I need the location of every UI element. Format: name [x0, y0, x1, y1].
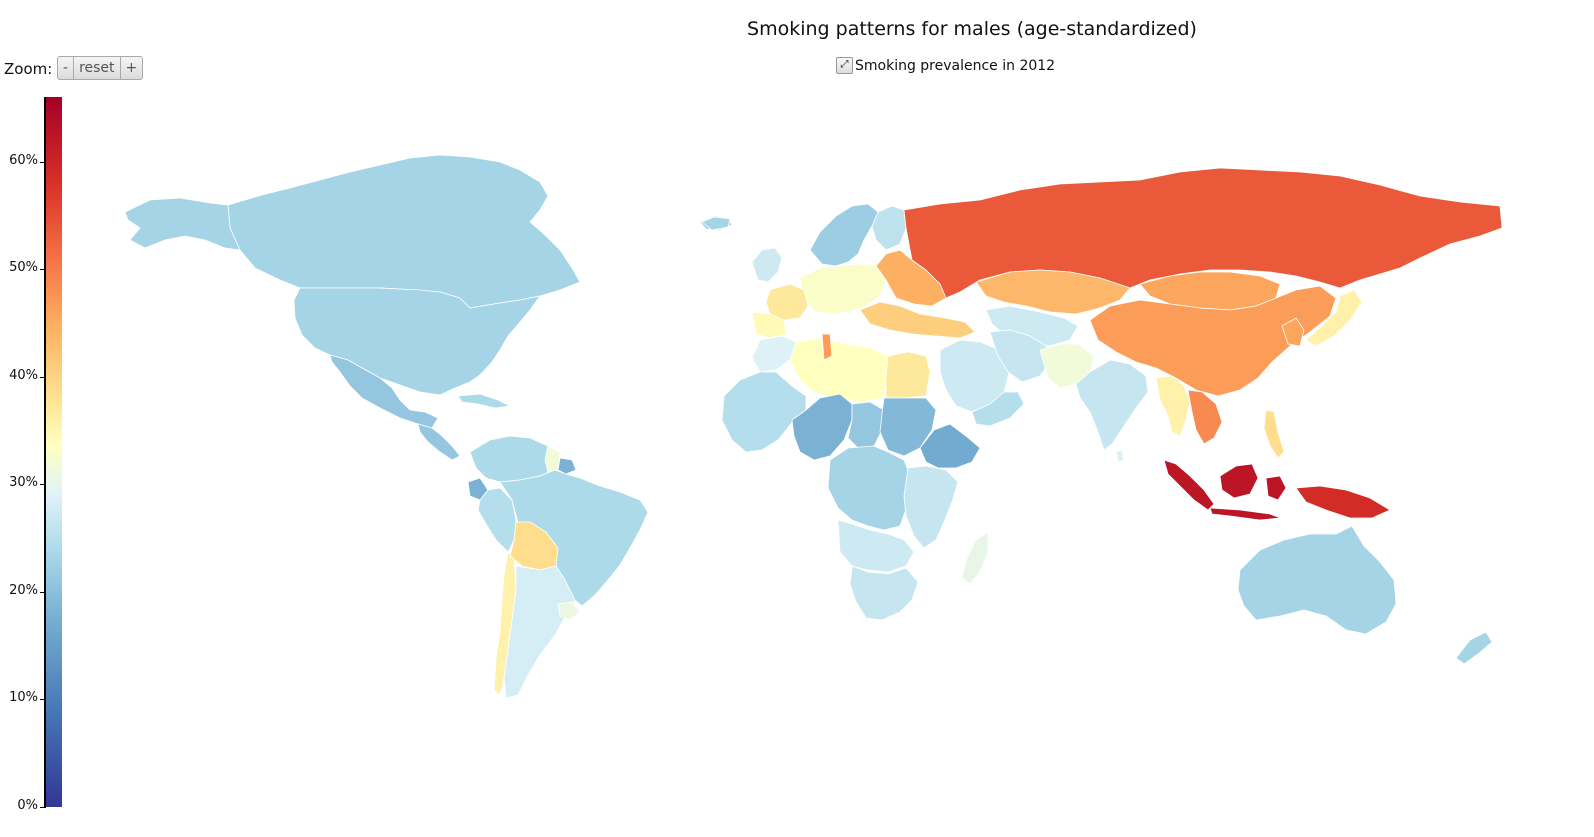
region-madagascar[interactable]	[961, 531, 989, 585]
region-central-africa[interactable]	[827, 445, 913, 531]
region-iceland[interactable]	[701, 216, 731, 231]
region-kazakhstan[interactable]	[975, 269, 1131, 315]
region-alaska[interactable]	[124, 197, 241, 251]
legend-tick-mark	[40, 484, 46, 486]
legend-tick: 40%	[0, 368, 48, 393]
subtitle: ⤢ Smoking prevalence in 2012	[836, 56, 1056, 74]
zoom-out-button[interactable]: -	[58, 57, 75, 79]
region-vietnam-laos[interactable]	[1187, 389, 1223, 445]
region-russia[interactable]	[903, 167, 1503, 299]
legend-tick-label: 30%	[9, 475, 38, 491]
region-morocco[interactable]	[751, 335, 797, 373]
region-philippines[interactable]	[1263, 409, 1285, 459]
legend-tick: 20%	[0, 583, 48, 608]
region-southern-africa[interactable]	[849, 565, 919, 621]
region-japan[interactable]	[1305, 289, 1363, 347]
legend-tick-mark	[40, 269, 46, 271]
legend-color-bar	[46, 97, 62, 807]
region-usa[interactable]	[293, 287, 541, 396]
legend-tick-label: 40%	[9, 367, 38, 383]
region-myanmar-thailand[interactable]	[1155, 375, 1191, 437]
region-chad[interactable]	[847, 401, 885, 449]
expand-icon[interactable]: ⤢	[836, 56, 853, 74]
zoom-in-button[interactable]: +	[121, 57, 143, 79]
region-australia[interactable]	[1237, 525, 1397, 635]
legend-tick-mark	[40, 161, 46, 163]
region-spain[interactable]	[765, 283, 809, 321]
legend-tick-label: 60%	[9, 152, 38, 168]
region-mexico[interactable]	[329, 354, 439, 429]
region-east-africa[interactable]	[903, 465, 959, 549]
legend-tick-mark	[40, 376, 46, 378]
region-west-africa[interactable]	[721, 371, 807, 453]
region-tunisia[interactable]	[821, 333, 833, 361]
region-sri-lanka[interactable]	[1115, 449, 1125, 463]
region-finland[interactable]	[871, 205, 907, 251]
legend-axis	[44, 97, 46, 807]
region-libya-algeria[interactable]	[789, 337, 889, 403]
region-china[interactable]	[1089, 285, 1337, 397]
legend-tick: 0%	[0, 798, 48, 823]
region-suriname[interactable]	[557, 457, 577, 475]
legend-tick-label: 10%	[9, 690, 38, 706]
region-cuba[interactable]	[457, 393, 511, 409]
legend-tick: 30%	[0, 475, 48, 500]
region-ethiopia[interactable]	[919, 423, 981, 469]
subtitle-text: Smoking prevalence in 2012	[855, 58, 1056, 74]
region-angola-zambia[interactable]	[837, 519, 915, 573]
legend-tick-label: 20%	[9, 582, 38, 598]
region-uk[interactable]	[751, 247, 783, 283]
region-borneo[interactable]	[1219, 463, 1287, 501]
region-western-europe[interactable]	[799, 263, 887, 315]
region-central-america[interactable]	[417, 423, 461, 461]
region-guiana[interactable]	[544, 445, 561, 473]
legend-tick-label: 0%	[17, 798, 38, 813]
region-oman-yemen[interactable]	[971, 391, 1025, 427]
region-bolivia[interactable]	[509, 521, 559, 571]
region-canada[interactable]	[227, 154, 581, 309]
region-niger-nigeria[interactable]	[791, 393, 853, 461]
region-korea[interactable]	[1281, 317, 1305, 347]
zoom-label: Zoom:	[4, 60, 53, 78]
legend-tick-mark	[40, 807, 46, 808]
legend-tick: 60%	[0, 153, 48, 178]
legend-tick-mark	[40, 699, 46, 701]
region-new-zealand[interactable]	[1455, 631, 1493, 665]
region-india[interactable]	[1075, 359, 1149, 451]
zoom-controls: - reset +	[57, 56, 144, 80]
region-uruguay[interactable]	[557, 601, 581, 621]
region-scandinavia[interactable]	[809, 203, 879, 267]
region-iberia[interactable]	[751, 311, 787, 339]
region-iran[interactable]	[989, 329, 1051, 383]
zoom-reset-button[interactable]: reset	[74, 57, 121, 79]
legend-tick: 50%	[0, 260, 48, 285]
region-argentina[interactable]	[503, 565, 576, 699]
region-egypt[interactable]	[885, 351, 931, 399]
legend-tick-label: 50%	[9, 260, 38, 276]
legend-tick-mark	[40, 591, 46, 593]
region-new-guinea[interactable]	[1295, 485, 1391, 519]
legend-tick: 10%	[0, 690, 48, 715]
map-title: Smoking patterns for males (age-standard…	[747, 18, 1197, 40]
region-turkey-balkans[interactable]	[859, 301, 976, 339]
region-indonesia[interactable]	[1163, 459, 1281, 521]
